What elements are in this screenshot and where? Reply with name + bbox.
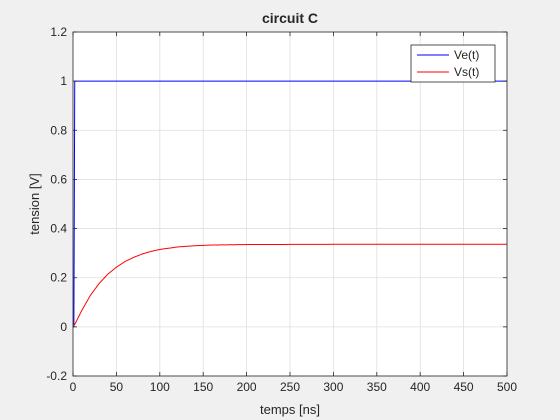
x-tick-label: 100	[150, 380, 170, 394]
x-tick-label: 200	[237, 380, 257, 394]
x-tick-label: 450	[454, 380, 474, 394]
y-axis-label: tension [V]	[27, 173, 42, 234]
x-tick-label: 250	[280, 380, 300, 394]
legend[interactable]: Ve(t) Vs(t)	[410, 44, 496, 83]
y-tick-label: 0.6	[50, 172, 67, 186]
x-tick-label: 0	[70, 380, 77, 394]
y-tick-label: 0	[60, 320, 67, 334]
chart-title: circuit C	[262, 10, 318, 26]
legend-label: Vs(t)	[454, 65, 479, 79]
series-line-vs	[72, 243, 507, 328]
y-tick-label: -0.2	[46, 369, 67, 383]
legend-label: Ve(t)	[454, 48, 479, 62]
x-tick-label: 150	[193, 380, 213, 394]
y-tick-label: 1	[60, 74, 67, 88]
x-tick-label: 50	[110, 380, 124, 394]
x-tick-label: 350	[367, 380, 387, 394]
legend-box	[410, 44, 496, 83]
x-axis-label: temps [ns]	[260, 402, 320, 417]
x-tick-label: 300	[323, 380, 343, 394]
y-tick-label: 0.2	[50, 271, 67, 285]
x-tick-label: 400	[410, 380, 430, 394]
ticks: 0 50 100 150 200 250 300 350 400 450 500-0.200.20.…	[46, 25, 517, 394]
y-tick-label: 0.8	[50, 123, 67, 137]
y-tick-label: 0.4	[50, 222, 67, 236]
x-tick-label: 500	[497, 380, 517, 394]
y-tick-label: 1.2	[50, 25, 67, 39]
